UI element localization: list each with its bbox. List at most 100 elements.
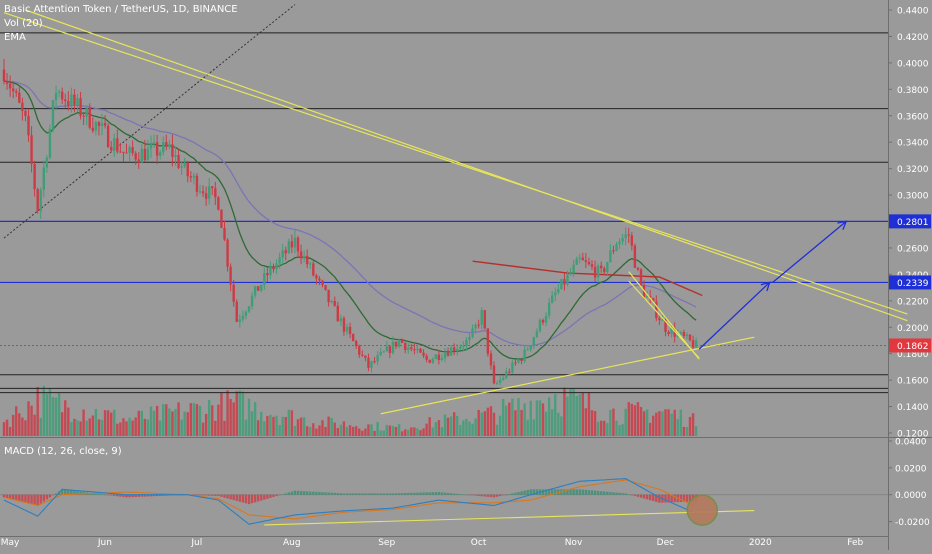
macd-histogram-bar <box>266 494 269 499</box>
candle-body <box>284 250 287 254</box>
macd-histogram-bar <box>336 493 340 495</box>
price-label-box <box>889 214 931 229</box>
macd-histogram-bar <box>667 494 670 503</box>
vol-legend: Vol (20) <box>4 18 43 29</box>
macd-histogram-bar <box>278 494 281 496</box>
macd-histogram-bar <box>229 494 232 500</box>
candle-body <box>541 319 545 323</box>
candle-body <box>655 301 658 319</box>
candle-body <box>345 326 349 332</box>
volume-bar <box>57 393 61 436</box>
volume-bar <box>309 426 312 436</box>
macd-histogram-bar <box>550 489 554 495</box>
trendline <box>628 280 700 359</box>
candle-body <box>385 346 389 352</box>
volume-bar <box>379 430 382 436</box>
candle-body <box>456 348 459 352</box>
candle-body <box>397 339 401 347</box>
candle-body <box>596 265 600 278</box>
candle-body <box>633 245 637 268</box>
candle-body <box>201 191 205 194</box>
volume-bar <box>511 398 514 436</box>
macd-histogram-bar <box>324 492 327 495</box>
macd-histogram-bar <box>116 494 119 497</box>
macd-histogram-bar <box>201 494 205 496</box>
volume-bar <box>260 411 263 436</box>
volume-bar <box>609 409 612 436</box>
macd-histogram-bar <box>339 493 343 495</box>
volume-bar <box>385 424 389 436</box>
candle-body <box>333 300 336 306</box>
candle-body <box>155 142 159 156</box>
macd-histogram-bar <box>247 494 251 505</box>
macd-histogram-bar <box>642 494 646 499</box>
volume-bar <box>382 430 385 436</box>
candle-body <box>373 361 376 363</box>
volume-bar <box>462 420 465 436</box>
volume-bar <box>70 422 73 436</box>
macd-histogram-bar <box>309 491 312 495</box>
candle-body <box>73 94 76 105</box>
volume-bar <box>201 422 205 436</box>
projection-arrow <box>698 220 847 350</box>
candle-body <box>125 152 128 154</box>
candle-body <box>256 286 260 291</box>
macd-histogram-bar <box>354 493 358 495</box>
candle-body <box>489 353 493 366</box>
macd-histogram-bar <box>658 494 661 503</box>
macd-histogram-bar <box>281 494 284 495</box>
macd-histogram-bar <box>407 492 410 495</box>
time-tick-label: Oct <box>471 538 487 548</box>
macd-histogram-bar <box>520 491 523 495</box>
macd-histogram-bar <box>45 494 49 500</box>
volume-bar <box>449 416 453 436</box>
macd-histogram-bar <box>327 492 330 495</box>
volume-bar <box>94 409 98 436</box>
candle-body <box>302 255 306 259</box>
volume-bar <box>581 392 585 436</box>
macd-pane: 0.0400 0.0200 0.0000 -0.0200 <box>0 438 930 528</box>
candle-body <box>21 102 24 111</box>
macd-histogram-bar <box>214 494 217 496</box>
candle-body <box>226 239 229 267</box>
macd-histogram-bar <box>250 494 254 504</box>
price-tick-label: 0.1200 <box>897 430 929 440</box>
candle-body <box>673 327 676 337</box>
volume-bar <box>275 415 278 436</box>
candle-body <box>578 257 581 259</box>
macd-histogram-bar <box>523 490 526 495</box>
macd-histogram-bar <box>146 494 150 497</box>
volume-bar <box>109 412 113 436</box>
macd-histogram-bar <box>220 494 223 497</box>
candle-body <box>97 122 101 127</box>
volume-bar <box>278 424 281 436</box>
candle-body <box>538 319 542 332</box>
macd-histogram-bar <box>529 489 532 495</box>
volume-bar <box>652 415 655 436</box>
price-tick-label: 0.2200 <box>897 297 929 307</box>
candle-body <box>391 341 395 354</box>
volume-bar <box>526 419 529 436</box>
candle-body <box>146 148 150 161</box>
volume-bar <box>621 424 624 436</box>
macd-histogram-bar <box>664 494 667 503</box>
volume-bar <box>682 426 686 436</box>
candle-body <box>431 359 434 363</box>
macd-histogram-bar <box>253 494 257 503</box>
volume-bar <box>149 406 153 436</box>
price-tick-label: 0.3000 <box>897 192 929 202</box>
candle-body <box>165 142 168 147</box>
macd-histogram-bar <box>162 494 165 496</box>
macd-histogram-bar <box>238 494 242 502</box>
candle-body <box>492 365 496 384</box>
macd-histogram-bar <box>140 494 144 497</box>
candle-body <box>550 295 554 303</box>
volume-bar <box>125 421 128 436</box>
volume-bar <box>437 420 441 436</box>
candle-body <box>76 98 79 105</box>
macd-histogram-bar <box>428 492 431 495</box>
candle-body <box>162 142 165 153</box>
volume-bar <box>152 410 156 436</box>
volume-bar <box>2 422 6 436</box>
